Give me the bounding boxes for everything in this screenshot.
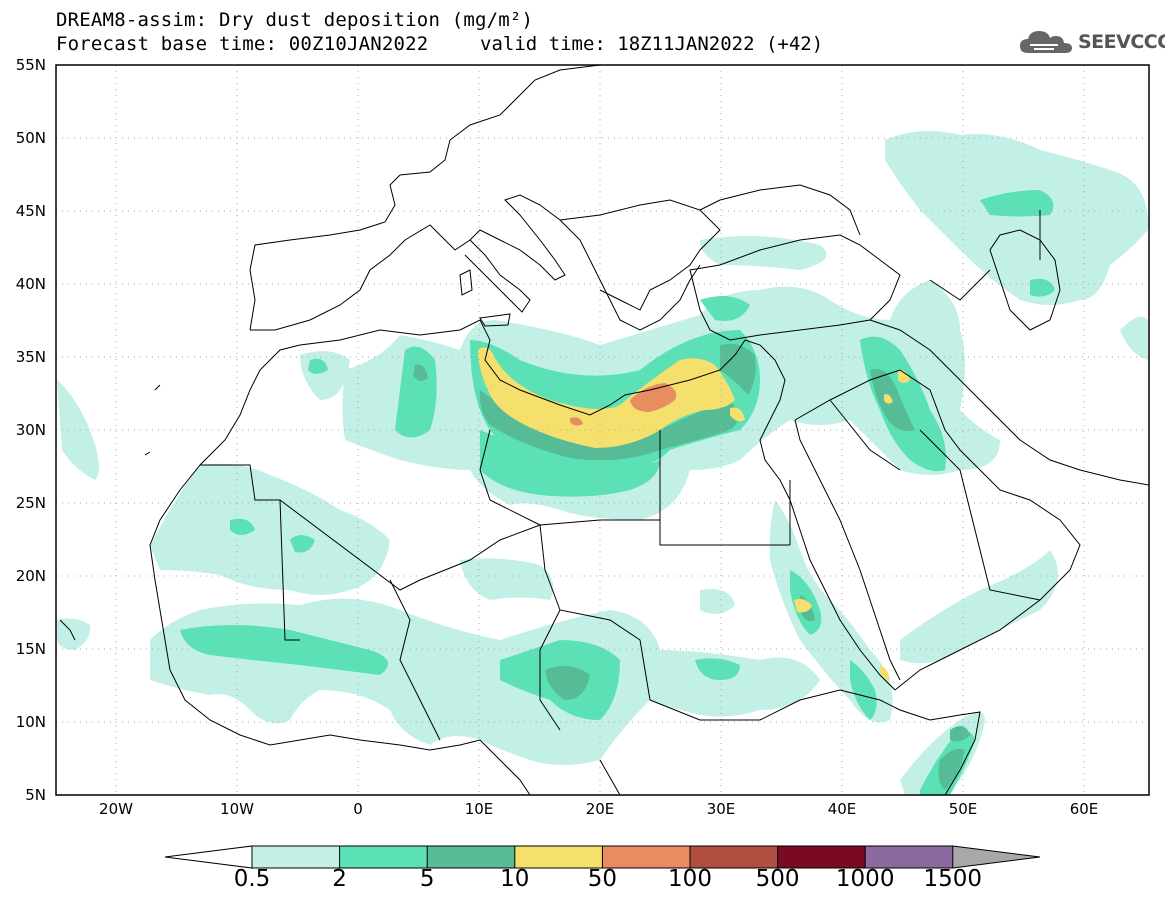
lat-label: 15N — [16, 640, 46, 658]
colorbar-label: 1000 — [835, 866, 895, 892]
colorbar-low-arrow — [164, 845, 253, 869]
lon-label: 10W — [220, 800, 254, 818]
colorbar-label: 0.5 — [233, 866, 271, 892]
lat-label: 20N — [16, 567, 46, 585]
colorbar-swatch — [777, 846, 866, 868]
colorbar-swatch — [252, 846, 340, 868]
lat-label: 45N — [16, 202, 46, 220]
forecast-base-time: Forecast base time: 00Z10JAN2022 — [56, 33, 429, 55]
lat-labels: 55N 50N 45N 40N 35N 30N 25N 20N 15N 10N … — [16, 56, 46, 804]
colorbar-label: 100 — [668, 866, 712, 892]
colorbar-swatch — [865, 846, 953, 868]
colorbar — [164, 845, 1041, 869]
colorbar-label: 5 — [419, 866, 435, 892]
lat-label: 50N — [16, 129, 46, 147]
dust-field — [57, 131, 1149, 795]
map-title: DREAM8-assim: Dry dust deposition (mg/m²… — [56, 9, 534, 31]
coastlines — [59, 65, 1149, 795]
colorbar-label: 10 — [500, 866, 530, 892]
lon-label: 60E — [1070, 800, 1099, 818]
lon-label: 40E — [828, 800, 857, 818]
colorbar-swatch — [690, 846, 778, 868]
lat-label: 35N — [16, 348, 46, 366]
colorbar-swatch — [427, 846, 515, 868]
lat-label: 55N — [16, 56, 46, 74]
lon-label: 20E — [586, 800, 615, 818]
lat-label: 10N — [16, 713, 46, 731]
lon-label: 0 — [353, 800, 363, 818]
colorbar-label: 50 — [587, 866, 618, 892]
cloud-icon — [1020, 31, 1072, 53]
colorbar-swatch — [514, 846, 603, 868]
colorbar-swatch — [339, 846, 428, 868]
colorbar-label: 2 — [332, 866, 347, 892]
lon-label: 50E — [949, 800, 978, 818]
valid-time: valid time: 18Z11JAN2022 (+42) — [480, 33, 824, 55]
lat-label: 25N — [16, 494, 46, 512]
lat-label: 40N — [16, 275, 46, 293]
lon-label: 20W — [99, 800, 133, 818]
logo-text: SEEVCCC — [1078, 31, 1165, 53]
lat-label: 30N — [16, 421, 46, 439]
lon-label: 10E — [465, 800, 494, 818]
seevccc-logo: SEEVCCC — [1018, 27, 1165, 57]
lat-label: 5N — [25, 786, 46, 804]
colorbar-label: 500 — [755, 866, 800, 892]
colorbar-high-arrow — [952, 846, 1040, 868]
colorbar-label: 1500 — [923, 866, 983, 892]
map-frame — [55, 64, 1150, 796]
lon-labels: 20W 10W 0 10E 20E 30E 40E 50E 60E — [99, 800, 1098, 818]
colorbar-swatch — [602, 846, 690, 868]
lon-label: 30E — [707, 800, 736, 818]
